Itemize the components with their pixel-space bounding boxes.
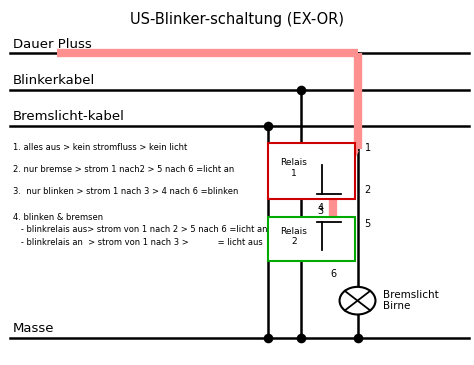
Point xyxy=(264,123,272,129)
Text: Bremslicht
Birne: Bremslicht Birne xyxy=(383,290,438,311)
Point xyxy=(264,335,272,341)
Text: US-Blinker-schaltung (EX-OR): US-Blinker-schaltung (EX-OR) xyxy=(130,12,344,27)
Text: 1. alles aus > kein stromfluss > kein licht: 1. alles aus > kein stromfluss > kein li… xyxy=(12,143,187,153)
Text: 3.  nur blinken > strom 1 nach 3 > 4 nach 6 =blinken: 3. nur blinken > strom 1 nach 3 > 4 nach… xyxy=(12,187,238,196)
Text: 4. blinken & bremsen: 4. blinken & bremsen xyxy=(12,212,103,222)
Point xyxy=(297,87,305,93)
Text: 1: 1 xyxy=(365,143,371,153)
Text: 2: 2 xyxy=(365,185,371,195)
Text: 5: 5 xyxy=(365,219,371,228)
Point xyxy=(354,335,361,341)
Circle shape xyxy=(339,287,375,315)
Text: - blinkrelais aus> strom von 1 nach 2 > 5 nach 6 =licht an: - blinkrelais aus> strom von 1 nach 2 > … xyxy=(12,225,267,234)
Text: Relais
2: Relais 2 xyxy=(281,227,307,246)
Text: Masse: Masse xyxy=(12,322,54,335)
Text: 6: 6 xyxy=(330,269,337,278)
Text: 2. nur bremse > strom 1 nach2 > 5 nach 6 =licht an: 2. nur bremse > strom 1 nach2 > 5 nach 6… xyxy=(12,165,234,174)
Text: Relais
1: Relais 1 xyxy=(281,158,307,177)
Text: 3: 3 xyxy=(317,206,323,216)
Bar xyxy=(268,217,355,261)
Bar xyxy=(268,142,355,199)
Text: 4: 4 xyxy=(317,203,323,213)
Text: Blinkerkabel: Blinkerkabel xyxy=(12,74,95,87)
Text: - blinkrelais an  > strom von 1 nach 3 >           = licht aus: - blinkrelais an > strom von 1 nach 3 > … xyxy=(12,238,262,247)
Text: Dauer Pluss: Dauer Pluss xyxy=(12,38,91,50)
Point xyxy=(297,335,305,341)
Text: Bremslicht-kabel: Bremslicht-kabel xyxy=(12,110,124,123)
